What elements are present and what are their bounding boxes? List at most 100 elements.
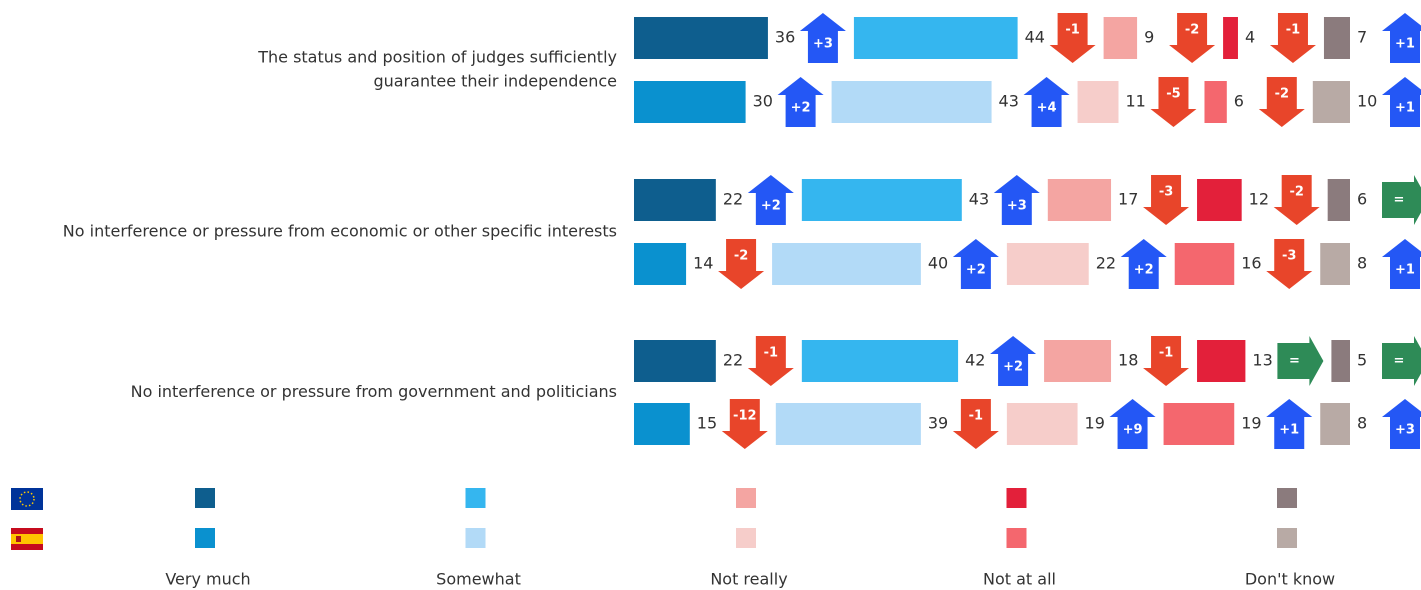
value-label: 6 bbox=[1234, 92, 1244, 111]
change-arrow bbox=[1382, 175, 1421, 225]
value-label: 22 bbox=[1096, 254, 1116, 273]
change-label: -1 bbox=[1286, 23, 1300, 38]
value-label: 36 bbox=[775, 28, 795, 47]
change-label: +2 bbox=[791, 101, 811, 116]
change-arrow bbox=[721, 399, 768, 449]
bar bbox=[634, 243, 687, 285]
bar bbox=[1103, 17, 1138, 59]
question-label: guarantee their independence bbox=[373, 72, 617, 91]
value-label: 10 bbox=[1357, 92, 1377, 111]
change-arrow bbox=[952, 399, 999, 449]
value-label: 16 bbox=[1241, 254, 1261, 273]
value-label: 11 bbox=[1125, 92, 1145, 111]
change-arrow bbox=[1382, 13, 1421, 63]
value-label: 13 bbox=[1252, 351, 1272, 370]
bar bbox=[634, 340, 716, 382]
legend-label: Not at all bbox=[983, 570, 1056, 589]
value-label: 17 bbox=[1118, 190, 1138, 209]
bar bbox=[1204, 81, 1227, 123]
legend-swatch bbox=[195, 528, 215, 548]
change-arrow bbox=[1049, 13, 1096, 63]
change-label: +1 bbox=[1395, 101, 1415, 116]
value-label: 43 bbox=[999, 92, 1019, 111]
value-label: 9 bbox=[1144, 28, 1154, 47]
change-arrow bbox=[1382, 336, 1421, 386]
value-label: 18 bbox=[1118, 351, 1138, 370]
bar bbox=[1327, 179, 1350, 221]
value-label: 4 bbox=[1245, 28, 1255, 47]
bar bbox=[634, 403, 690, 445]
bar bbox=[1163, 403, 1235, 445]
change-label: -12 bbox=[733, 409, 757, 424]
change-label: +1 bbox=[1395, 263, 1415, 278]
legend-label: Somewhat bbox=[436, 570, 521, 589]
change-label: = bbox=[1394, 354, 1405, 369]
value-label: 12 bbox=[1249, 190, 1269, 209]
legend-label: Very much bbox=[165, 570, 250, 589]
legend-swatch bbox=[1277, 528, 1297, 548]
value-label: 42 bbox=[965, 351, 985, 370]
change-label: +4 bbox=[1037, 101, 1057, 116]
change-arrow bbox=[1120, 239, 1167, 289]
bar bbox=[1320, 243, 1350, 285]
change-arrow bbox=[952, 239, 999, 289]
change-arrow bbox=[990, 336, 1037, 386]
bar bbox=[772, 243, 921, 285]
bar bbox=[1197, 179, 1242, 221]
change-label: +1 bbox=[1395, 37, 1415, 52]
value-label: 6 bbox=[1357, 190, 1367, 209]
bar bbox=[1223, 17, 1238, 59]
question-label: No interference or pressure from governm… bbox=[131, 382, 617, 401]
change-label: +3 bbox=[1395, 423, 1415, 438]
change-label: +9 bbox=[1123, 423, 1143, 438]
bar bbox=[775, 403, 921, 445]
change-label: -2 bbox=[1275, 87, 1289, 102]
change-label: -3 bbox=[1159, 185, 1173, 200]
change-arrow bbox=[1382, 399, 1421, 449]
legend-swatch bbox=[1277, 488, 1297, 508]
change-arrow bbox=[747, 175, 794, 225]
change-label: +2 bbox=[966, 263, 986, 278]
value-label: 43 bbox=[969, 190, 989, 209]
value-label: 22 bbox=[723, 351, 743, 370]
bar bbox=[1323, 17, 1350, 59]
change-label: +2 bbox=[761, 199, 781, 214]
bar bbox=[1331, 340, 1350, 382]
value-label: 8 bbox=[1357, 414, 1367, 433]
bar bbox=[1312, 81, 1350, 123]
change-arrow bbox=[1269, 13, 1316, 63]
change-label: +3 bbox=[813, 37, 833, 52]
legend-swatch bbox=[736, 528, 756, 548]
change-arrow bbox=[1150, 77, 1197, 127]
bar bbox=[634, 17, 768, 59]
change-label: -2 bbox=[1185, 23, 1199, 38]
change-label: -1 bbox=[1159, 346, 1173, 361]
change-arrow bbox=[1258, 77, 1305, 127]
change-arrow bbox=[777, 77, 824, 127]
change-arrow bbox=[1273, 175, 1320, 225]
legend-label: Not really bbox=[710, 570, 787, 589]
value-label: 44 bbox=[1025, 28, 1045, 47]
change-arrow bbox=[799, 13, 846, 63]
change-label: -2 bbox=[734, 249, 748, 264]
bar bbox=[634, 81, 746, 123]
question-label: The status and position of judges suffic… bbox=[257, 48, 617, 67]
change-label: -2 bbox=[1289, 185, 1303, 200]
change-arrow bbox=[1023, 77, 1070, 127]
legend-label: Don't know bbox=[1245, 570, 1335, 589]
bar bbox=[801, 340, 959, 382]
change-label: -3 bbox=[1282, 249, 1296, 264]
bar bbox=[1044, 340, 1112, 382]
eu-flag bbox=[11, 488, 43, 510]
change-label: +1 bbox=[1279, 423, 1299, 438]
change-label: +2 bbox=[1003, 360, 1023, 375]
change-arrow bbox=[1109, 399, 1156, 449]
value-label: 7 bbox=[1357, 28, 1367, 47]
value-label: 14 bbox=[693, 254, 713, 273]
bar bbox=[853, 17, 1018, 59]
value-label: 30 bbox=[753, 92, 773, 111]
change-label: -1 bbox=[969, 409, 983, 424]
change-arrow bbox=[718, 239, 765, 289]
change-arrow bbox=[1382, 77, 1421, 127]
change-label: -1 bbox=[1065, 23, 1079, 38]
